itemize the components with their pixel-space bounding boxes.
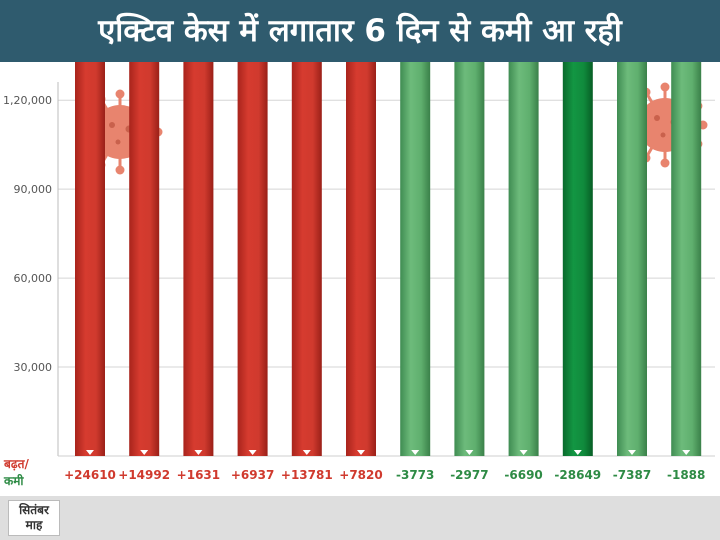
bar-group: 1004266-669020 [504, 62, 543, 482]
bar-arrow [357, 450, 365, 455]
change-value-label: -6690 [504, 468, 542, 482]
bar [400, 62, 431, 456]
bar-arrow [682, 450, 691, 455]
bar-group: 1010956-297719 [450, 62, 489, 482]
change-value-label: +7820 [339, 468, 382, 482]
bar-arrow [248, 450, 257, 455]
change-value-label: -7387 [613, 468, 651, 482]
bar-group: 1013933-377318 [396, 62, 434, 482]
bar-group: 966342-188823 [667, 62, 705, 482]
bar [617, 62, 647, 456]
y-tick-label: 30,000 [14, 361, 53, 374]
bar-chart: 30,000 60,000 90,000 1,20,000 942802+246101… [3, 62, 715, 482]
month-sub-label: माह [25, 518, 43, 532]
bar-arrow [86, 450, 94, 455]
change-value-label: -3773 [396, 468, 434, 482]
bar [75, 62, 105, 456]
bar [508, 62, 539, 456]
change-value-label: -1888 [667, 468, 705, 482]
bar-group: 1017706+782017 [339, 62, 383, 482]
title-bar [0, 0, 720, 62]
bar-arrow [519, 450, 528, 455]
bar-group: 996105+693715 [231, 62, 274, 482]
change-label: बढ़त/ कमी [4, 456, 54, 490]
bar-arrow [628, 450, 636, 455]
change-value-label: +13781 [281, 468, 333, 482]
bar-arrow [411, 450, 420, 455]
bar-arrow [302, 450, 311, 455]
date-axis-label: सितंबर माह [8, 500, 60, 536]
bar-group: 975617-2864921 [554, 62, 601, 482]
bar [671, 62, 702, 456]
bar-group: 942802+2461012 [64, 62, 116, 482]
bar-arrow [573, 450, 582, 455]
decrease-label: कमी [4, 474, 24, 488]
bar-group: 1009886+1378116 [281, 62, 333, 482]
bar [291, 62, 322, 456]
y-tick-label: 60,000 [14, 272, 53, 285]
change-value-label: +1631 [177, 468, 220, 482]
page-title: एक्टिव केस में लगातार 6 दिन से कमी आ रही [98, 13, 622, 49]
y-tick-label: 1,20,000 [3, 94, 52, 107]
bar [129, 62, 160, 456]
date-axis-bar [0, 496, 720, 540]
bar [454, 62, 485, 456]
month-label: सितंबर [19, 503, 49, 517]
bar [562, 62, 593, 456]
bar-group: 968230-738722 [613, 62, 651, 482]
change-value-label: +6937 [231, 468, 274, 482]
bar [346, 62, 376, 456]
change-value-label: -28649 [554, 468, 601, 482]
bar [237, 62, 268, 456]
change-value-label: -2977 [450, 468, 488, 482]
bar-group: 957794+1499213 [118, 62, 170, 482]
bar-arrow [465, 450, 474, 455]
bar [183, 62, 214, 456]
change-value-label: +14992 [118, 468, 170, 482]
change-value-label: +24610 [64, 468, 116, 482]
bar-arrow [140, 450, 149, 455]
y-tick-label: 90,000 [14, 183, 53, 196]
bar-group: 989168+163114 [177, 62, 220, 482]
increase-label: बढ़त/ [4, 457, 29, 471]
bar-arrow [194, 450, 203, 455]
